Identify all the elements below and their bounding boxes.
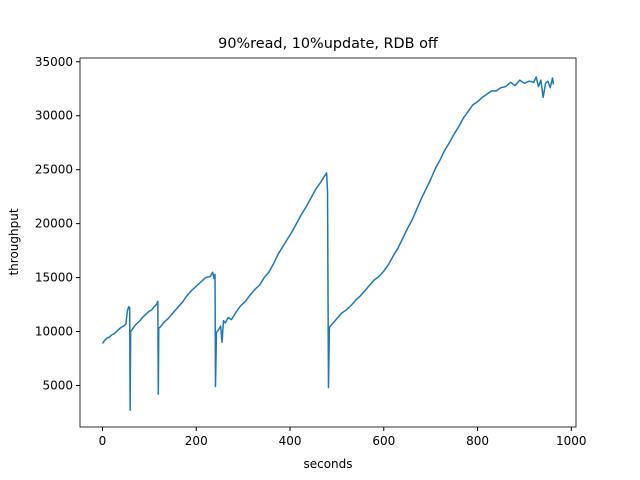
x-tick-label: 200 <box>185 434 208 448</box>
y-tick-label: 30000 <box>35 109 73 123</box>
y-axis-label: throughput <box>7 208 21 275</box>
y-tick-label: 25000 <box>35 163 73 177</box>
x-tick-label: 600 <box>372 434 395 448</box>
y-tick-label: 20000 <box>35 217 73 231</box>
chart-title: 90%read, 10%update, RDB off <box>218 36 439 52</box>
y-tick-label: 10000 <box>35 325 73 339</box>
y-tick-label: 35000 <box>35 55 73 69</box>
x-tick-label: 0 <box>99 434 107 448</box>
x-axis-label: seconds <box>303 457 352 471</box>
data-line <box>101 76 555 412</box>
x-tick-label: 800 <box>466 434 489 448</box>
plot-frame <box>79 57 577 428</box>
x-tick-label: 1000 <box>556 434 587 448</box>
x-tick-label: 400 <box>279 434 302 448</box>
y-tick-label: 5000 <box>42 378 73 392</box>
y-tick-label: 15000 <box>35 271 73 285</box>
